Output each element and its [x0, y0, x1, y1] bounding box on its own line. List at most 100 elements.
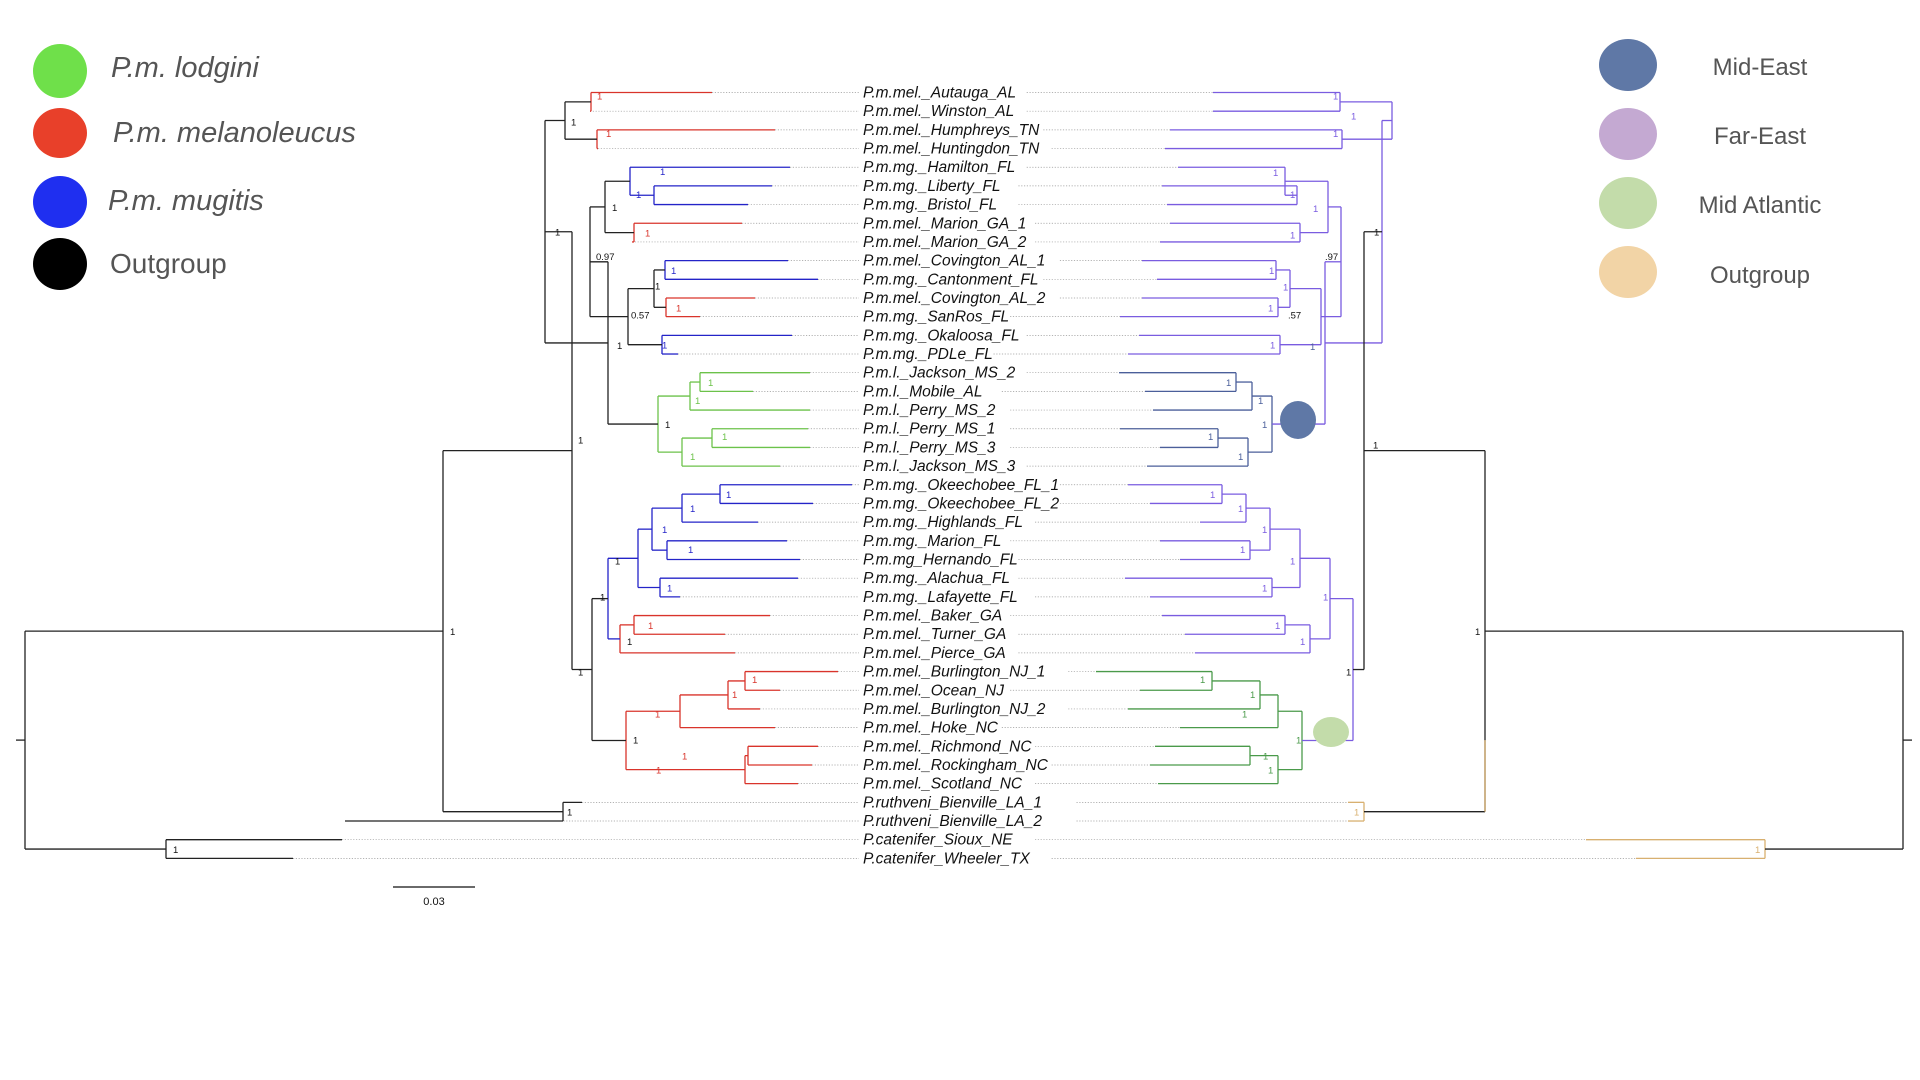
right-support-value: 1 — [1290, 231, 1295, 242]
left-support-value: 1 — [450, 627, 455, 638]
left-support-value: 1 — [752, 675, 757, 686]
taxon-label: P.m.mg._Marion_FL — [863, 533, 1001, 550]
right-tree — [1096, 91, 1912, 860]
right-support-value: 1 — [1755, 845, 1760, 856]
left-support-value: 1 — [633, 735, 638, 746]
left-support-value: 1 — [695, 396, 700, 407]
left-support-value: 1 — [690, 452, 695, 463]
right-support-value: 1 — [1374, 228, 1379, 239]
right-support-value: 1 — [1373, 441, 1378, 452]
right-support-value: 1 — [1333, 129, 1338, 140]
right-support-value: 1 — [1208, 432, 1213, 443]
right-support-value: 1 — [1268, 766, 1273, 777]
right-support-value: .57 — [1288, 311, 1301, 322]
left-support-value: 1 — [655, 709, 660, 720]
legend-mugitis-swatch — [33, 176, 87, 228]
left-support-value: 1 — [732, 690, 737, 701]
right-support-value: 1 — [1258, 396, 1263, 407]
left-support-value: 1 — [612, 203, 617, 214]
right-support-value: 1 — [1354, 808, 1359, 819]
right-support-value: 1 — [1296, 735, 1301, 746]
right-support-value: 1 — [1238, 504, 1243, 515]
left-support-value: 1 — [173, 845, 178, 856]
right-support-value: 1 — [1300, 637, 1305, 648]
right-support-value: 1 — [1263, 752, 1268, 763]
legend-far-east-label: Far-East — [1713, 123, 1806, 150]
left-support-value: 1 — [648, 621, 653, 632]
left-support-value: 1 — [682, 752, 687, 763]
left-support-value: 1 — [665, 420, 670, 431]
right-support-value: 1 — [1268, 303, 1273, 314]
left-support-value: 1 — [567, 808, 572, 819]
legend-lodgini-label: P.m. lodgini — [111, 52, 259, 84]
taxon-label: P.m.l._Perry_MS_1 — [863, 421, 995, 438]
left-support-value: 1 — [571, 118, 576, 129]
left-support-value: 1 — [708, 378, 713, 389]
right-support-value: 1 — [1226, 378, 1231, 389]
right-support-value: 1 — [1200, 675, 1205, 686]
left-support-value: 1 — [617, 341, 622, 352]
taxon-label: P.m.mg._Alachua_FL — [863, 570, 1010, 587]
taxon-label: P.m.mg._Highlands_FL — [863, 514, 1023, 531]
legend-outgroup-label: Outgroup — [110, 248, 227, 279]
legend-far-east-swatch — [1599, 108, 1657, 160]
left-support-value: 1 — [726, 490, 731, 501]
taxon-label: P.m.mel._Scotland_NC — [863, 776, 1023, 793]
taxon-label: P.m.mel._Marion_GA_2 — [863, 234, 1027, 251]
right-support-value: 1 — [1333, 92, 1338, 103]
taxon-label: P.m.mg._PDLe_FL — [863, 346, 993, 363]
legend-outgroup-right-swatch — [1599, 246, 1657, 298]
right-support-value: 1 — [1346, 668, 1351, 679]
taxon-label: P.m.mel._Covington_AL_1 — [863, 253, 1045, 270]
left-support-value: 1 — [676, 303, 681, 314]
left-support-value: 1 — [578, 436, 583, 447]
taxon-label: P.m.mg._Hamilton_FL — [863, 159, 1015, 176]
right-support-value: 1 — [1262, 525, 1267, 536]
right-support-value: 1 — [1310, 342, 1315, 353]
taxon-label: P.m.mel._Hoke_NC — [863, 720, 999, 737]
taxon-label: P.m.mel._Huntingdon_TN — [863, 141, 1040, 158]
right-support-value: 1 — [1269, 266, 1274, 277]
left-support-value: 1 — [688, 545, 693, 556]
left-support-value: 1 — [662, 341, 667, 352]
right-support-value: 1 — [1242, 709, 1247, 720]
mid-east-clade-marker — [1280, 401, 1316, 439]
taxon-label: P.m.mel._Autauga_AL — [863, 85, 1016, 102]
right-support-value: 1 — [1475, 627, 1480, 638]
right-support-value: 1 — [1275, 621, 1280, 632]
right-support-value: 1 — [1290, 190, 1295, 201]
taxon-label: P.m.l._Jackson_MS_3 — [863, 458, 1016, 475]
right-support-value: 1 — [1351, 112, 1356, 123]
taxon-label: P.catenifer_Sioux_NE — [863, 832, 1013, 849]
left-support-value: 1 — [615, 556, 620, 567]
left-support-value: 1 — [645, 229, 650, 240]
legend-outgroup-swatch — [33, 238, 87, 290]
left-support-value: 1 — [655, 282, 660, 293]
legend-mid-atlantic-label: Mid Atlantic — [1698, 192, 1822, 219]
taxon-label: P.m.mel._Turner_GA — [863, 626, 1006, 643]
right-support-value: 1 — [1290, 556, 1295, 567]
taxon-label: P.m.mel._Marion_GA_1 — [863, 215, 1026, 232]
legend-outgroup-right-label: Outgroup — [1709, 262, 1811, 289]
right-support-value: 1 — [1273, 168, 1278, 179]
taxon-label: P.m.mg._Cantonment_FL — [863, 271, 1038, 288]
taxon-label: P.m.mg._Okaloosa_FL — [863, 327, 1020, 344]
right-support-value: 1 — [1262, 420, 1267, 431]
taxon-label: P.m.mel._Humphreys_TN — [863, 122, 1040, 139]
legend-mugitis-label: P.m. mugitis — [108, 185, 264, 217]
left-support-value: 1 — [555, 228, 560, 239]
taxon-label: P.m.mg_Hernando_FL — [863, 552, 1018, 569]
mid-atlantic-clade-marker — [1313, 717, 1349, 747]
taxon-label: P.m.mg._Okeechobee_FL_1 — [863, 477, 1059, 494]
left-support-value: 0.57 — [631, 311, 650, 322]
right-support-value: 1 — [1283, 283, 1288, 294]
taxon-label: P.m.mel._Burlington_NJ_2 — [863, 701, 1046, 718]
right-support-value: 1 — [1240, 545, 1245, 556]
taxon-label: P.m.mel._Burlington_NJ_1 — [863, 664, 1045, 681]
taxon-label: P.m.mel._Ocean_NJ — [863, 682, 1004, 699]
leader-lines — [293, 92, 1636, 859]
taxon-label: P.m.mg._SanRos_FL — [863, 309, 1009, 326]
taxon-label: P.m.mel._Pierce_GA — [863, 645, 1006, 662]
